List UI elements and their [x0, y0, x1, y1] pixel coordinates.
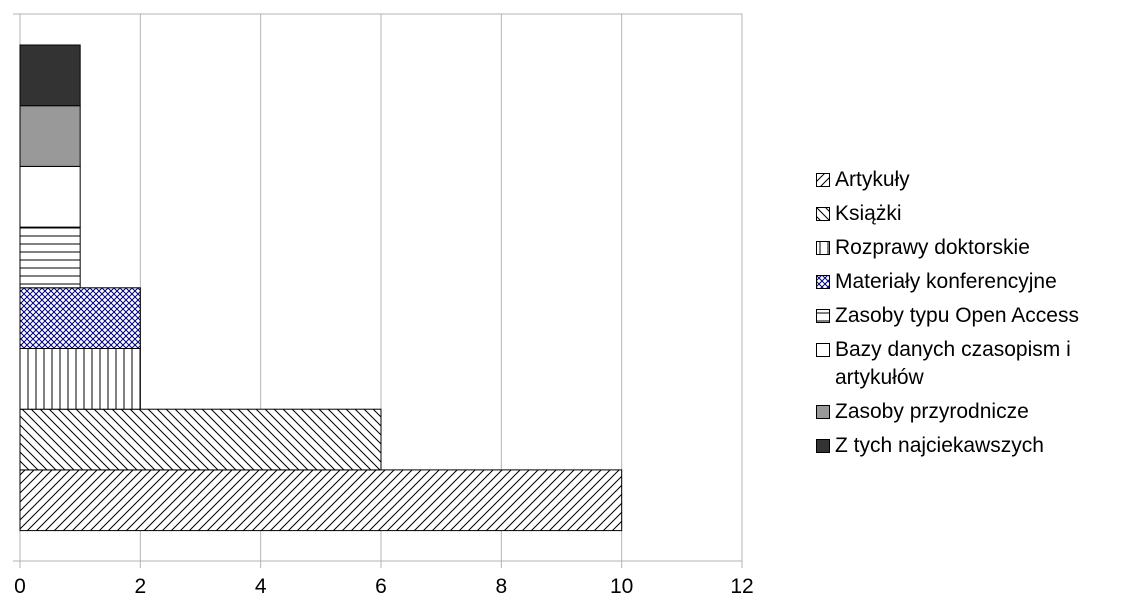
legend-swatch — [816, 309, 830, 323]
legend-label: Książki — [835, 202, 902, 225]
legend-item: Materiały konferencyjne — [816, 268, 1145, 296]
bar-zasoby-typu-open-access — [19, 226, 81, 289]
bar-rozprawy-doktorskie — [19, 348, 141, 410]
legend-item: Książki — [816, 200, 1145, 228]
legend-swatch — [816, 173, 830, 187]
legend-swatch — [816, 241, 830, 255]
bar-bazy-danych-czasopism-i-artykulow — [19, 165, 81, 228]
legend-swatch — [816, 439, 830, 453]
bar-z-tych-najciekawszych — [19, 44, 81, 107]
bar-materialy-konferencyjne — [19, 287, 141, 349]
legend-swatch — [816, 405, 830, 419]
legend-swatch — [816, 343, 830, 357]
legend-item: Zasoby typu Open Access — [816, 302, 1145, 330]
x-tick-label: 2 — [134, 575, 146, 598]
legend-item: Rozprawy doktorskie — [816, 234, 1145, 262]
legend-label: Materiały konferencyjne — [835, 270, 1057, 293]
legend-label: Rozprawy doktorskie — [835, 236, 1030, 259]
legend-item: Z tych najciekawszych — [816, 432, 1145, 460]
x-tick-label: 6 — [375, 575, 387, 598]
legend-label: Bazy danych czasopism i artykułów — [835, 338, 1071, 389]
x-axis-tick-labels: 0 2 4 6 8 10 12 — [14, 575, 754, 598]
legend-item: Zasoby przyrodnicze — [816, 398, 1145, 426]
legend: Artykuły Książki Rozprawy doktorskie Materi… — [816, 166, 1145, 466]
bars — [19, 44, 623, 532]
legend-label: Artykuły — [835, 168, 910, 191]
x-tick-label: 0 — [14, 575, 26, 598]
legend-label: Z tych najciekawszych — [835, 434, 1044, 457]
x-tick-label: 4 — [255, 575, 267, 598]
x-tick-label: 8 — [495, 575, 507, 598]
legend-label: Zasoby przyrodnicze — [835, 400, 1029, 423]
legend-label: Zasoby typu Open Access — [835, 304, 1079, 327]
bar-zasoby-przyrodnicze — [19, 105, 81, 167]
bar-ksiazki — [19, 408, 382, 471]
legend-swatch — [816, 275, 830, 289]
bar-artykuly — [19, 469, 623, 532]
x-tick-label: 10 — [610, 575, 633, 598]
legend-item: Artykuły — [816, 166, 1145, 194]
legend-swatch — [816, 207, 830, 221]
legend-item: Bazy danych czasopism i artykułów — [816, 336, 1145, 392]
x-tick-label: 12 — [730, 575, 753, 598]
